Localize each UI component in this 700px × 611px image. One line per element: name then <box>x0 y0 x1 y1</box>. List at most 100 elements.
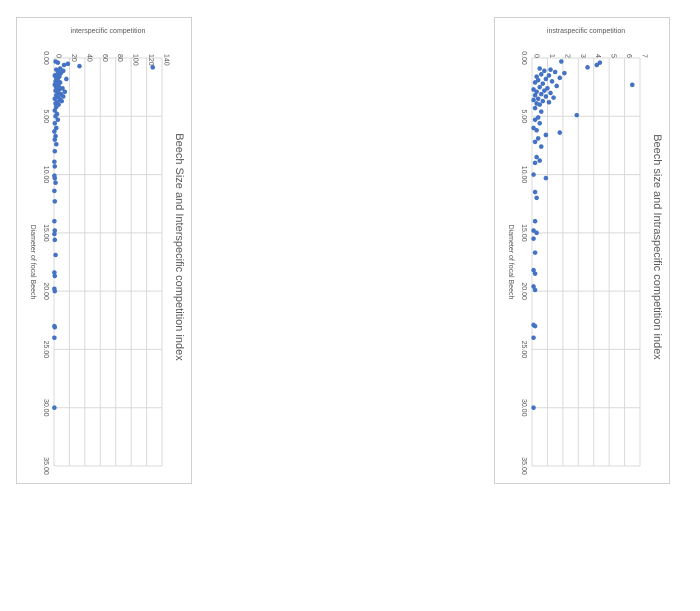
data-point <box>61 62 67 68</box>
data-point <box>532 93 538 98</box>
tick-label-competition: 80 <box>116 54 123 62</box>
data-point <box>52 148 58 154</box>
tick-label-competition: 3 <box>579 54 586 58</box>
data-point <box>52 405 57 411</box>
diameter-axis-title: Diameter of focal Beech <box>29 225 36 300</box>
data-point <box>538 109 544 114</box>
data-points <box>52 59 156 411</box>
data-point <box>532 105 538 111</box>
data-point <box>559 59 564 64</box>
chart-svg: 0 1 2 3 4 5 6 7 0.00 5.00 10.00 15.00 20.00 25.00 30.0… <box>507 28 663 475</box>
tick-label-competition: 40 <box>85 54 92 62</box>
tick-label-competition: 20 <box>70 54 77 62</box>
data-point <box>531 405 536 411</box>
data-point <box>54 104 59 110</box>
data-point <box>62 89 68 95</box>
data-point <box>562 70 567 76</box>
data-point <box>53 133 58 139</box>
tick-label-competition: 2 <box>563 54 570 58</box>
data-point <box>52 335 57 341</box>
tick-label-diameter: 35.00 <box>42 457 49 475</box>
data-point <box>540 81 546 86</box>
chart-title: Beech size and Intraspecific competition… <box>651 134 663 360</box>
tick-label-competition: 140 <box>163 54 170 66</box>
data-point <box>534 74 539 79</box>
data-point <box>77 63 82 69</box>
competition-axis-title: interspecific competition <box>71 28 146 35</box>
data-point <box>543 175 549 181</box>
tick-label-diameter: 0.00 <box>42 51 49 65</box>
data-point <box>537 84 543 90</box>
competition-axis-title: instraspecific competition <box>547 28 625 35</box>
data-point <box>54 125 59 131</box>
data-point <box>629 82 635 88</box>
tick-label-diameter: 15.00 <box>520 224 527 242</box>
diameter-axis-title: Diameter of focal Beech <box>507 225 514 300</box>
data-point <box>52 108 58 113</box>
tick-label-diameter: 30.00 <box>520 399 527 417</box>
data-point <box>52 164 58 169</box>
data-point <box>52 237 58 243</box>
data-point <box>542 68 547 74</box>
data-point <box>52 199 58 204</box>
gridlines <box>531 57 641 467</box>
data-point <box>53 113 58 119</box>
tick-label-competition: 4 <box>594 54 601 58</box>
data-point <box>55 60 61 65</box>
data-point <box>548 67 553 72</box>
data-point <box>543 94 549 99</box>
tick-label-diameter: 0.00 <box>520 51 527 65</box>
tick-label-competition: 7 <box>641 54 648 58</box>
tick-label-diameter: 20.00 <box>42 282 49 300</box>
data-point <box>531 284 536 289</box>
data-point <box>54 141 59 147</box>
data-point <box>557 130 563 135</box>
tick-label-competition: 5 <box>610 54 617 58</box>
data-point <box>548 90 553 96</box>
intraspecific-chart: 0 1 2 3 4 5 6 7 0.00 5.00 10.00 15.00 20.00 25.00 30.0… <box>494 17 670 484</box>
data-point <box>532 250 538 255</box>
data-point <box>52 324 58 330</box>
data-point <box>594 62 600 68</box>
data-point <box>52 231 57 237</box>
data-point <box>543 132 549 138</box>
data-point <box>52 228 58 233</box>
data-point <box>52 175 58 181</box>
data-points <box>531 59 635 411</box>
tick-label-diameter: 5.00 <box>520 109 527 123</box>
data-point <box>543 76 549 82</box>
tick-label-diameter: 25.00 <box>520 341 527 359</box>
data-point <box>53 180 58 186</box>
data-point <box>65 61 71 67</box>
data-point <box>52 96 58 102</box>
data-point <box>532 189 538 195</box>
data-point <box>537 120 543 126</box>
data-point <box>150 65 156 70</box>
tick-label-diameter: 15.00 <box>42 224 49 242</box>
data-point <box>52 120 58 126</box>
data-point <box>538 144 544 149</box>
data-point <box>585 65 590 70</box>
data-point <box>531 267 536 273</box>
data-point <box>538 72 544 77</box>
data-point <box>532 287 538 293</box>
data-point <box>59 98 65 104</box>
data-point <box>532 323 538 329</box>
data-point <box>535 136 541 141</box>
data-point <box>549 79 555 84</box>
data-point <box>537 102 543 107</box>
data-point <box>531 236 536 241</box>
data-point <box>546 99 552 105</box>
tick-label-competition: 0 <box>55 54 62 58</box>
data-point <box>52 137 58 142</box>
data-point <box>532 80 538 85</box>
data-point <box>537 158 543 163</box>
data-point <box>532 271 538 276</box>
data-point <box>546 73 552 78</box>
data-point <box>52 288 58 294</box>
data-point <box>534 89 539 95</box>
data-point <box>60 94 66 99</box>
data-point <box>58 70 64 76</box>
tick-label-diameter: 5.00 <box>42 109 49 123</box>
tick-label-diameter: 30.00 <box>42 399 49 417</box>
